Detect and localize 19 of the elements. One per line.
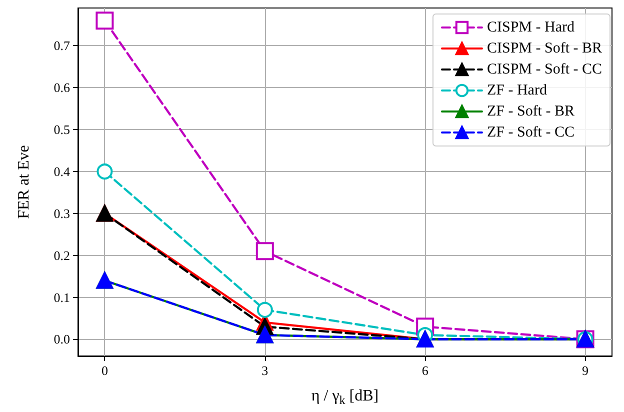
legend-label: ZF - Hard: [486, 82, 548, 98]
y-axis-title: FER at Eve: [16, 145, 32, 219]
y-tick-label: 0.7: [54, 38, 70, 54]
y-tick-label: 0.5: [54, 122, 70, 138]
y-tick-label: 0.0: [54, 332, 70, 347]
y-tick-label: 0.3: [54, 206, 70, 221]
x-tick-label: 9: [582, 363, 589, 378]
y-tick-label: 0.1: [54, 290, 70, 305]
y-tick-label: 0.4: [54, 164, 70, 180]
x-tick-label: 6: [422, 363, 429, 378]
legend-label: CISPM - Soft - BR: [486, 40, 602, 56]
x-tick-label: 0: [101, 363, 108, 378]
legend-label: CISPM - Soft - CC: [486, 62, 602, 78]
legend-label: CISPM - Hard: [486, 20, 575, 36]
legend-label: ZF - Soft - CC: [486, 124, 574, 140]
y-tick-label: 0.2: [54, 248, 70, 263]
y-tick-label: 0.6: [54, 80, 70, 96]
legend-label: ZF - Soft - BR: [486, 104, 574, 120]
x-tick-label: 3: [262, 363, 268, 378]
